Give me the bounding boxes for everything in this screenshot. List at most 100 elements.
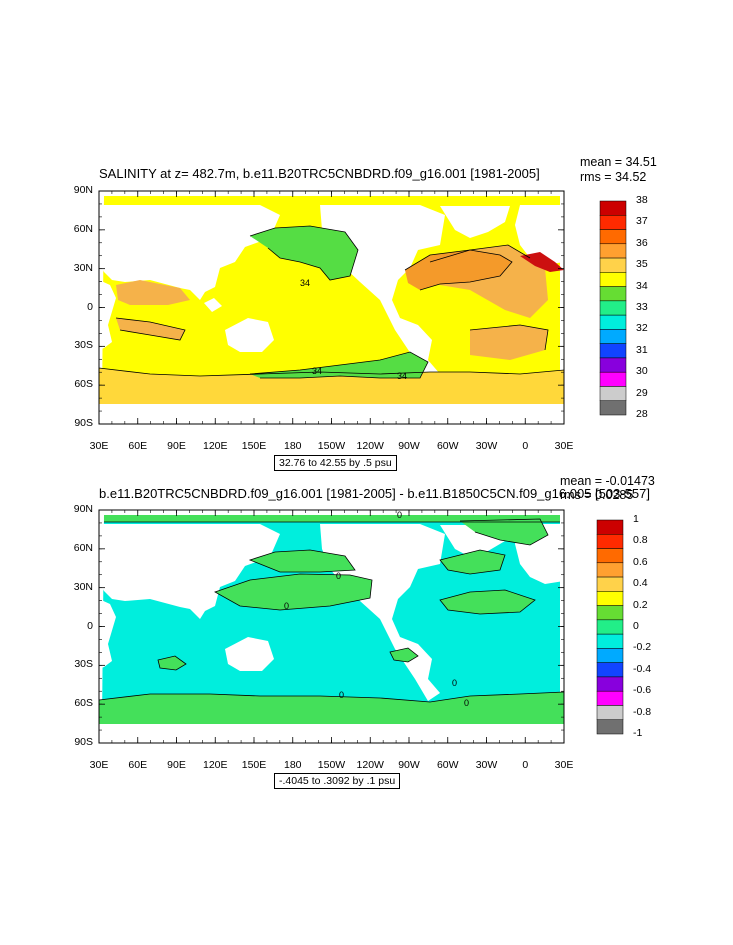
panel2-contour-label: 0 bbox=[464, 698, 469, 708]
colorbar-swatch bbox=[599, 400, 627, 416]
lon-label-180: 180 bbox=[283, 440, 302, 452]
lat-label-0: 0 bbox=[87, 300, 93, 313]
lat-label-90s: 90S bbox=[74, 417, 93, 429]
panel1-contour-label: 34 bbox=[312, 366, 322, 376]
panel1-region-npacific-fresh bbox=[250, 226, 358, 280]
colorbar-swatch bbox=[599, 229, 627, 245]
panel1-colorbar bbox=[599, 200, 627, 416]
panel1-rms: rms = 34.52 bbox=[580, 170, 647, 184]
colorbar-label: 0.6 bbox=[633, 555, 648, 568]
colorbar-swatch bbox=[596, 534, 624, 549]
lat-label-60n: 60N bbox=[73, 541, 93, 554]
lon-label-60e: 60E bbox=[128, 440, 148, 452]
colorbar-swatch bbox=[596, 576, 624, 592]
colorbar-label: -0.2 bbox=[633, 641, 652, 654]
lon-label-0: 0 bbox=[522, 440, 529, 452]
colorbar-label: -1 bbox=[633, 727, 643, 739]
colorbar-swatch bbox=[599, 343, 627, 359]
panel1-region-spacific-fresh bbox=[250, 352, 428, 378]
colorbar-swatch bbox=[596, 648, 624, 663]
colorbar-swatch bbox=[599, 215, 627, 230]
lat-label-30s: 30S bbox=[74, 658, 93, 671]
colorbar-swatch bbox=[599, 257, 627, 273]
colorbar-swatch bbox=[599, 357, 627, 373]
lon-label-30e: 30E bbox=[554, 440, 574, 452]
lat-label-90n: 90N bbox=[73, 503, 93, 515]
lon-label-60e: 60E bbox=[128, 759, 148, 771]
colorbar-swatch bbox=[596, 690, 624, 706]
colorbar-swatch bbox=[596, 676, 624, 692]
lon-label-150e: 150E bbox=[241, 440, 267, 452]
colorbar-label: 28 bbox=[636, 408, 648, 420]
lon-label-60w: 60W bbox=[436, 759, 459, 771]
lon-label-30e: 30E bbox=[89, 440, 109, 452]
panel1-region-satl bbox=[470, 325, 548, 360]
panel1-region-mediterranean bbox=[520, 252, 564, 272]
colorbar-swatch bbox=[599, 243, 627, 259]
panel2-positive-regions bbox=[99, 515, 564, 724]
colorbar-swatch bbox=[599, 300, 627, 316]
panel1-mean: mean = 34.51 bbox=[580, 155, 657, 169]
lat-label-60s: 60S bbox=[74, 697, 93, 710]
panel2-colorbar bbox=[596, 519, 624, 735]
lon-label-120w: 120W bbox=[356, 759, 384, 771]
panel1-region-arabian bbox=[116, 280, 190, 305]
lon-label-120e: 120E bbox=[202, 759, 228, 771]
colorbar-swatch bbox=[596, 705, 624, 720]
lat-label-90s: 90S bbox=[74, 736, 93, 748]
lon-label-60w: 60W bbox=[436, 440, 459, 452]
panel2-contour-label: 0 bbox=[397, 510, 402, 520]
lat-label-60n: 60N bbox=[73, 222, 93, 235]
colorbar-swatch bbox=[599, 200, 627, 216]
colorbar-label: 29 bbox=[636, 386, 648, 399]
colorbar-label: 0.8 bbox=[633, 534, 648, 547]
lon-label-90w: 90W bbox=[398, 759, 420, 771]
lon-label-150e: 150E bbox=[241, 759, 267, 771]
lat-label-30s: 30S bbox=[74, 339, 93, 352]
panel2-title: b.e11.B20TRC5CNBDRD.f09_g16.001 [1981-20… bbox=[99, 486, 650, 501]
lon-label-30w: 30W bbox=[475, 440, 498, 452]
panel2-contour-label: 0 bbox=[452, 678, 457, 688]
lon-label-90e: 90E bbox=[167, 440, 186, 452]
colorbar-swatch bbox=[599, 329, 627, 344]
lon-label-120e: 120E bbox=[202, 440, 228, 452]
panel2-ticks bbox=[98, 509, 565, 744]
colorbar-label: 0.4 bbox=[633, 577, 648, 590]
panel1-region-sindian bbox=[116, 318, 185, 340]
panel1-contour-note: 32.76 to 42.55 by .5 psu bbox=[274, 455, 397, 471]
panel1-region-atlantic-n bbox=[405, 250, 512, 290]
lon-label-150w: 150W bbox=[317, 759, 346, 771]
colorbar-swatch bbox=[596, 562, 624, 578]
panel2-contour-note: -.4045 to .3092 by .1 psu bbox=[274, 773, 401, 789]
colorbar-label: -0.4 bbox=[633, 662, 652, 675]
panel1-ticks bbox=[98, 190, 565, 425]
colorbar-swatch bbox=[596, 662, 624, 678]
colorbar-label: 37 bbox=[636, 215, 648, 228]
colorbar-label: 35 bbox=[636, 258, 648, 271]
colorbar-swatch bbox=[596, 619, 624, 635]
colorbar-label: -0.6 bbox=[633, 684, 652, 697]
lon-label-0: 0 bbox=[522, 759, 529, 771]
panel2-rms: rms = 0.0285 bbox=[560, 488, 634, 502]
lat-label-0: 0 bbox=[87, 619, 93, 632]
lon-label-30w: 30W bbox=[475, 759, 498, 771]
colorbar-swatch bbox=[596, 605, 624, 621]
panel2-contour-label: 0 bbox=[339, 690, 344, 700]
lon-label-90e: 90E bbox=[167, 759, 186, 771]
lon-label-90w: 90W bbox=[398, 440, 420, 452]
panel2-mean: mean = -0.01473 bbox=[560, 474, 655, 488]
lon-label-30e: 30E bbox=[554, 759, 574, 771]
colorbar-label: 38 bbox=[636, 194, 648, 206]
colorbar-swatch bbox=[599, 314, 627, 330]
colorbar-label: -0.8 bbox=[633, 705, 652, 718]
colorbar-label: 30 bbox=[636, 365, 648, 378]
colorbar-swatch bbox=[596, 519, 624, 535]
lat-label-60s: 60S bbox=[74, 378, 93, 391]
colorbar-label: 33 bbox=[636, 301, 648, 313]
panel1-region-subpolar bbox=[99, 368, 564, 404]
lat-label-30n: 30N bbox=[73, 261, 93, 274]
colorbar-swatch bbox=[596, 591, 624, 606]
lat-label-90n: 90N bbox=[73, 184, 93, 196]
colorbar-label: 32 bbox=[636, 322, 648, 335]
